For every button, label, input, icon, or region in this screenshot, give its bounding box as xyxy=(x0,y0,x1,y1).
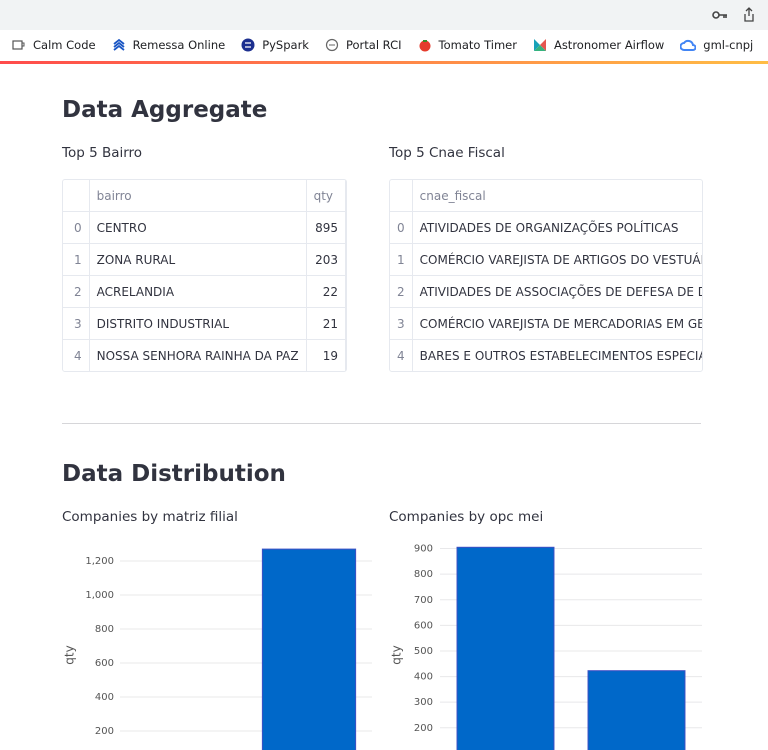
table-cell: 203 xyxy=(306,243,346,276)
row-index: 1 xyxy=(63,243,90,276)
bookmark-label: Tomato Timer xyxy=(438,38,517,52)
table-cell: DISTRITO INDUSTRIAL xyxy=(89,307,307,340)
row-index: 0 xyxy=(390,211,413,244)
table-cell: 21 xyxy=(306,307,346,340)
table-cell: 19 xyxy=(306,339,346,371)
row-index: 3 xyxy=(390,307,413,340)
chart: 200 300 400 500 600 700 800 900 qty xyxy=(390,544,702,750)
row-index: 4 xyxy=(390,339,413,371)
y-tick-label: 1,000 xyxy=(85,590,114,601)
bookmark-label: Calm Code xyxy=(33,38,96,52)
bookmark-label: Astronomer Airflow xyxy=(553,38,665,52)
row-index: 1 xyxy=(390,243,413,276)
bookmark[interactable]: Portal RCI xyxy=(325,38,402,52)
y-tick-label: 500 xyxy=(414,646,433,657)
chart-title: Companies by opc mei xyxy=(389,509,544,525)
table: cnae_fiscal 0 ATIVIDADES DE ORGANIZAÇÕES P… xyxy=(390,180,702,371)
chart-title: Companies by matriz filial xyxy=(62,509,238,525)
row-index: 3 xyxy=(63,307,90,340)
y-tick-label: 700 xyxy=(414,595,433,606)
index-header xyxy=(63,180,90,212)
divider xyxy=(62,423,701,424)
y-tick-label: 1,200 xyxy=(85,556,114,567)
row-index: 4 xyxy=(63,339,90,371)
y-tick-label: 600 xyxy=(95,658,114,669)
y-tick-label: 200 xyxy=(95,726,114,737)
bar xyxy=(261,548,357,750)
y-axis-title: qty xyxy=(63,645,77,664)
bookmark-label: Remessa Online xyxy=(132,38,226,52)
table-title: Top 5 Cnae Fiscal xyxy=(389,145,505,161)
bar xyxy=(456,546,555,750)
y-tick-label: 400 xyxy=(414,672,433,683)
bookmarks-bar: Calm Code Remessa Online PySpark Portal … xyxy=(0,30,768,60)
section-title: Data Distribution xyxy=(62,461,286,487)
key-icon[interactable] xyxy=(712,9,728,21)
column-header: qty xyxy=(306,180,346,212)
data-table: cnae_fiscal 0 ATIVIDADES DE ORGANIZAÇÕES P… xyxy=(389,179,703,372)
bookmark-label: PySpark xyxy=(262,38,309,52)
y-tick-label: 200 xyxy=(414,723,433,734)
y-tick-label: 800 xyxy=(95,624,114,635)
table-title: Top 5 Bairro xyxy=(62,145,143,161)
bookmark[interactable]: Calm Code xyxy=(12,38,96,52)
y-tick-label: 800 xyxy=(414,569,433,580)
bookmark[interactable]: Remessa Online xyxy=(112,38,226,52)
share-icon[interactable] xyxy=(742,7,756,23)
y-tick-label: 300 xyxy=(414,697,433,708)
y-axis-title: qty xyxy=(390,645,404,664)
table-cell: NOSSA SENHORA RAINHA DA PAZ xyxy=(89,339,307,371)
index-header xyxy=(390,180,413,212)
bookmark-label: gml-cnpj xyxy=(703,38,754,52)
table-cell: ZONA RURAL xyxy=(89,243,307,276)
column-header: bairro xyxy=(89,180,307,212)
row-index: 2 xyxy=(63,275,90,308)
table-cell: 895 xyxy=(306,211,346,244)
column-header: cnae_fiscal xyxy=(412,180,702,212)
y-tick-label: 400 xyxy=(95,692,114,703)
bookmark[interactable]: Astronomer Airflow xyxy=(533,38,664,52)
bookmark[interactable]: gml-cnpj xyxy=(680,38,753,52)
row-index: 2 xyxy=(390,275,413,308)
table-cell: ATIVIDADES DE ORGANIZAÇÕES POLÍTICAS xyxy=(412,211,702,244)
table-cell: CENTRO xyxy=(89,211,307,244)
header-decoration xyxy=(0,61,768,64)
table-cell: ATIVIDADES DE ASSOCIAÇÕES DE DEFESA DE D… xyxy=(412,275,702,308)
bookmark-label: Portal RCI xyxy=(345,38,402,52)
bookmark[interactable]: Tomato Timer xyxy=(418,38,517,52)
row-index: 0 xyxy=(63,211,90,244)
table-cell: COMÉRCIO VAREJISTA DE MERCADORIAS EM GER xyxy=(412,307,702,340)
bookmark[interactable]: PySpark xyxy=(241,38,309,52)
data-table: bairro qty 0 CENTRO 895 1 ZONA RURAL 203 2 ACRELA… xyxy=(62,179,347,372)
table-cell: ACRELANDIA xyxy=(89,275,307,308)
chart: 200 400 600 800 1,000 1,200 qty xyxy=(63,548,372,750)
table-cell: BARES E OUTROS ESTABELECIMENTOS ESPECIA xyxy=(412,339,702,371)
browser-toolbar xyxy=(0,0,768,30)
table: bairro qty 0 CENTRO 895 1 ZONA RURAL 203 2 ACRELA… xyxy=(63,180,346,371)
table-cell: 22 xyxy=(306,275,346,308)
bar xyxy=(587,670,686,750)
y-tick-label: 900 xyxy=(414,544,433,555)
section-title: Data Aggregate xyxy=(62,97,268,123)
table-cell: COMÉRCIO VAREJISTA DE ARTIGOS DO VESTUÁR xyxy=(412,243,702,276)
y-tick-label: 600 xyxy=(414,620,433,631)
